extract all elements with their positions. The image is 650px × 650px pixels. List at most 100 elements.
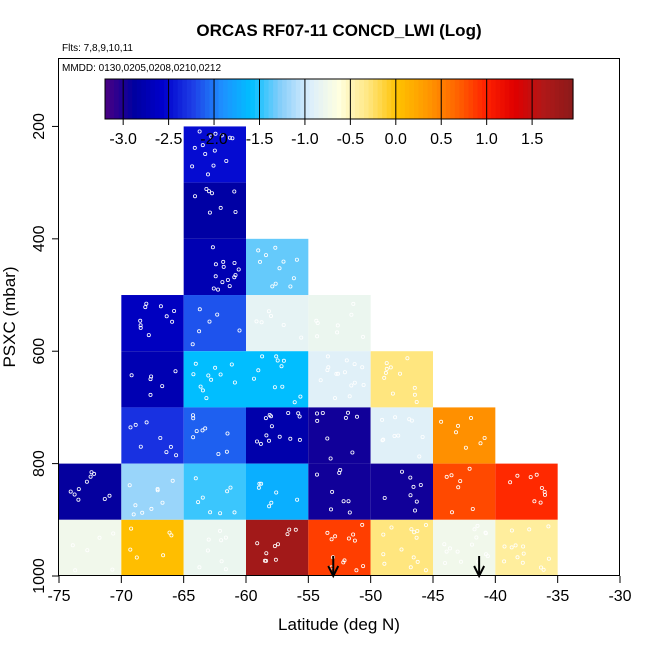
colorbar-segment [245, 79, 251, 119]
sample-point [251, 376, 256, 381]
heatmap-cell [121, 295, 184, 352]
sample-point [478, 441, 483, 446]
colorbar-segment [382, 79, 388, 119]
colorbar-segment [368, 79, 374, 119]
sample-point [469, 542, 474, 547]
sample-point [263, 253, 268, 258]
colorbar-segment [359, 79, 365, 119]
sample-point [546, 524, 551, 529]
colorbar-segment [413, 79, 420, 119]
sample-point [131, 512, 136, 517]
sample-point [256, 485, 261, 490]
sample-point [399, 469, 404, 474]
colorbar-segment [105, 79, 111, 119]
sample-point [215, 287, 220, 292]
heatmap-cell [183, 351, 246, 408]
sample-point [164, 314, 169, 319]
sample-point [335, 371, 340, 376]
x-tick-label: -50 [359, 588, 382, 605]
sample-point [485, 554, 490, 559]
x-tick-label: -40 [484, 588, 507, 605]
sample-point [330, 489, 335, 494]
sample-point [475, 523, 480, 528]
heatmap-cell [308, 295, 371, 352]
sample-point [444, 549, 449, 554]
heatmap-cells [59, 126, 558, 576]
sample-point [200, 143, 205, 148]
sample-point [194, 429, 199, 434]
sample-point [256, 368, 261, 373]
sample-point [232, 275, 237, 280]
sample-point [173, 369, 178, 374]
sample-point [297, 437, 302, 442]
sample-point [463, 445, 468, 450]
sample-point [102, 496, 107, 501]
sample-point [191, 416, 196, 421]
sample-point [335, 330, 340, 335]
colorbar-segment [227, 79, 233, 119]
colorbar-segment [459, 79, 465, 119]
sample-point [467, 466, 472, 471]
sample-point [449, 510, 454, 515]
colorbar-segment [386, 79, 392, 119]
colorbar-segment [513, 79, 520, 119]
colorbar-segment [409, 79, 415, 119]
x-tick-label: -60 [234, 588, 257, 605]
colorbar-segment [350, 79, 356, 119]
sample-point [190, 342, 195, 347]
sample-point [204, 396, 209, 401]
colorbar-segment [545, 79, 551, 119]
sample-point [168, 444, 173, 449]
colorbar-segment [509, 79, 515, 119]
sample-point [528, 475, 533, 480]
colorbar-segment [318, 79, 324, 119]
heatmap-cell [183, 295, 246, 352]
sample-point [149, 374, 154, 379]
sample-point [389, 525, 394, 530]
sample-point [218, 205, 223, 210]
sample-point [328, 507, 333, 512]
heatmap-cell [183, 238, 246, 296]
colorbar-tick-label: -1.5 [246, 131, 274, 148]
sample-point [219, 133, 224, 138]
heatmap-cell [246, 519, 309, 576]
sample-point [521, 551, 526, 556]
colorbar-segment [132, 79, 138, 119]
colorbar-segment [259, 79, 265, 119]
sample-point [200, 428, 205, 433]
sample-point [191, 372, 196, 377]
sample-point [286, 410, 291, 415]
sample-point [382, 375, 387, 380]
dates-subtitle: MMDD: 0130,0205,0208,0210,0212 [62, 63, 221, 74]
sample-point [263, 416, 268, 421]
sample-point [138, 325, 143, 330]
colorbar-segment [404, 79, 411, 119]
sample-point [111, 531, 116, 536]
sample-point [97, 535, 102, 540]
sample-point [257, 259, 262, 264]
sample-point [294, 257, 299, 262]
sample-point [204, 186, 209, 191]
sample-point [277, 266, 282, 271]
colorbar-segment [427, 79, 433, 119]
colorbar-segment [373, 79, 379, 119]
sample-point [258, 441, 263, 446]
sample-point [140, 510, 145, 515]
heatmap-cell [59, 519, 122, 576]
sample-point [209, 191, 214, 196]
sample-point [328, 456, 333, 461]
sample-point [277, 434, 282, 439]
colorbar-segment [268, 79, 274, 119]
colorbar-segment [209, 79, 215, 119]
sample-point [148, 392, 153, 397]
y-tick-label: 800 [31, 450, 48, 477]
sample-point [382, 561, 387, 566]
sample-point [341, 499, 346, 504]
colorbar-segment [291, 79, 297, 119]
sample-point [407, 417, 412, 422]
sample-point [417, 454, 422, 459]
colorbar-segment [527, 79, 533, 119]
sample-point [288, 436, 293, 441]
colorbar-segment [186, 79, 192, 119]
sample-point [344, 358, 349, 363]
